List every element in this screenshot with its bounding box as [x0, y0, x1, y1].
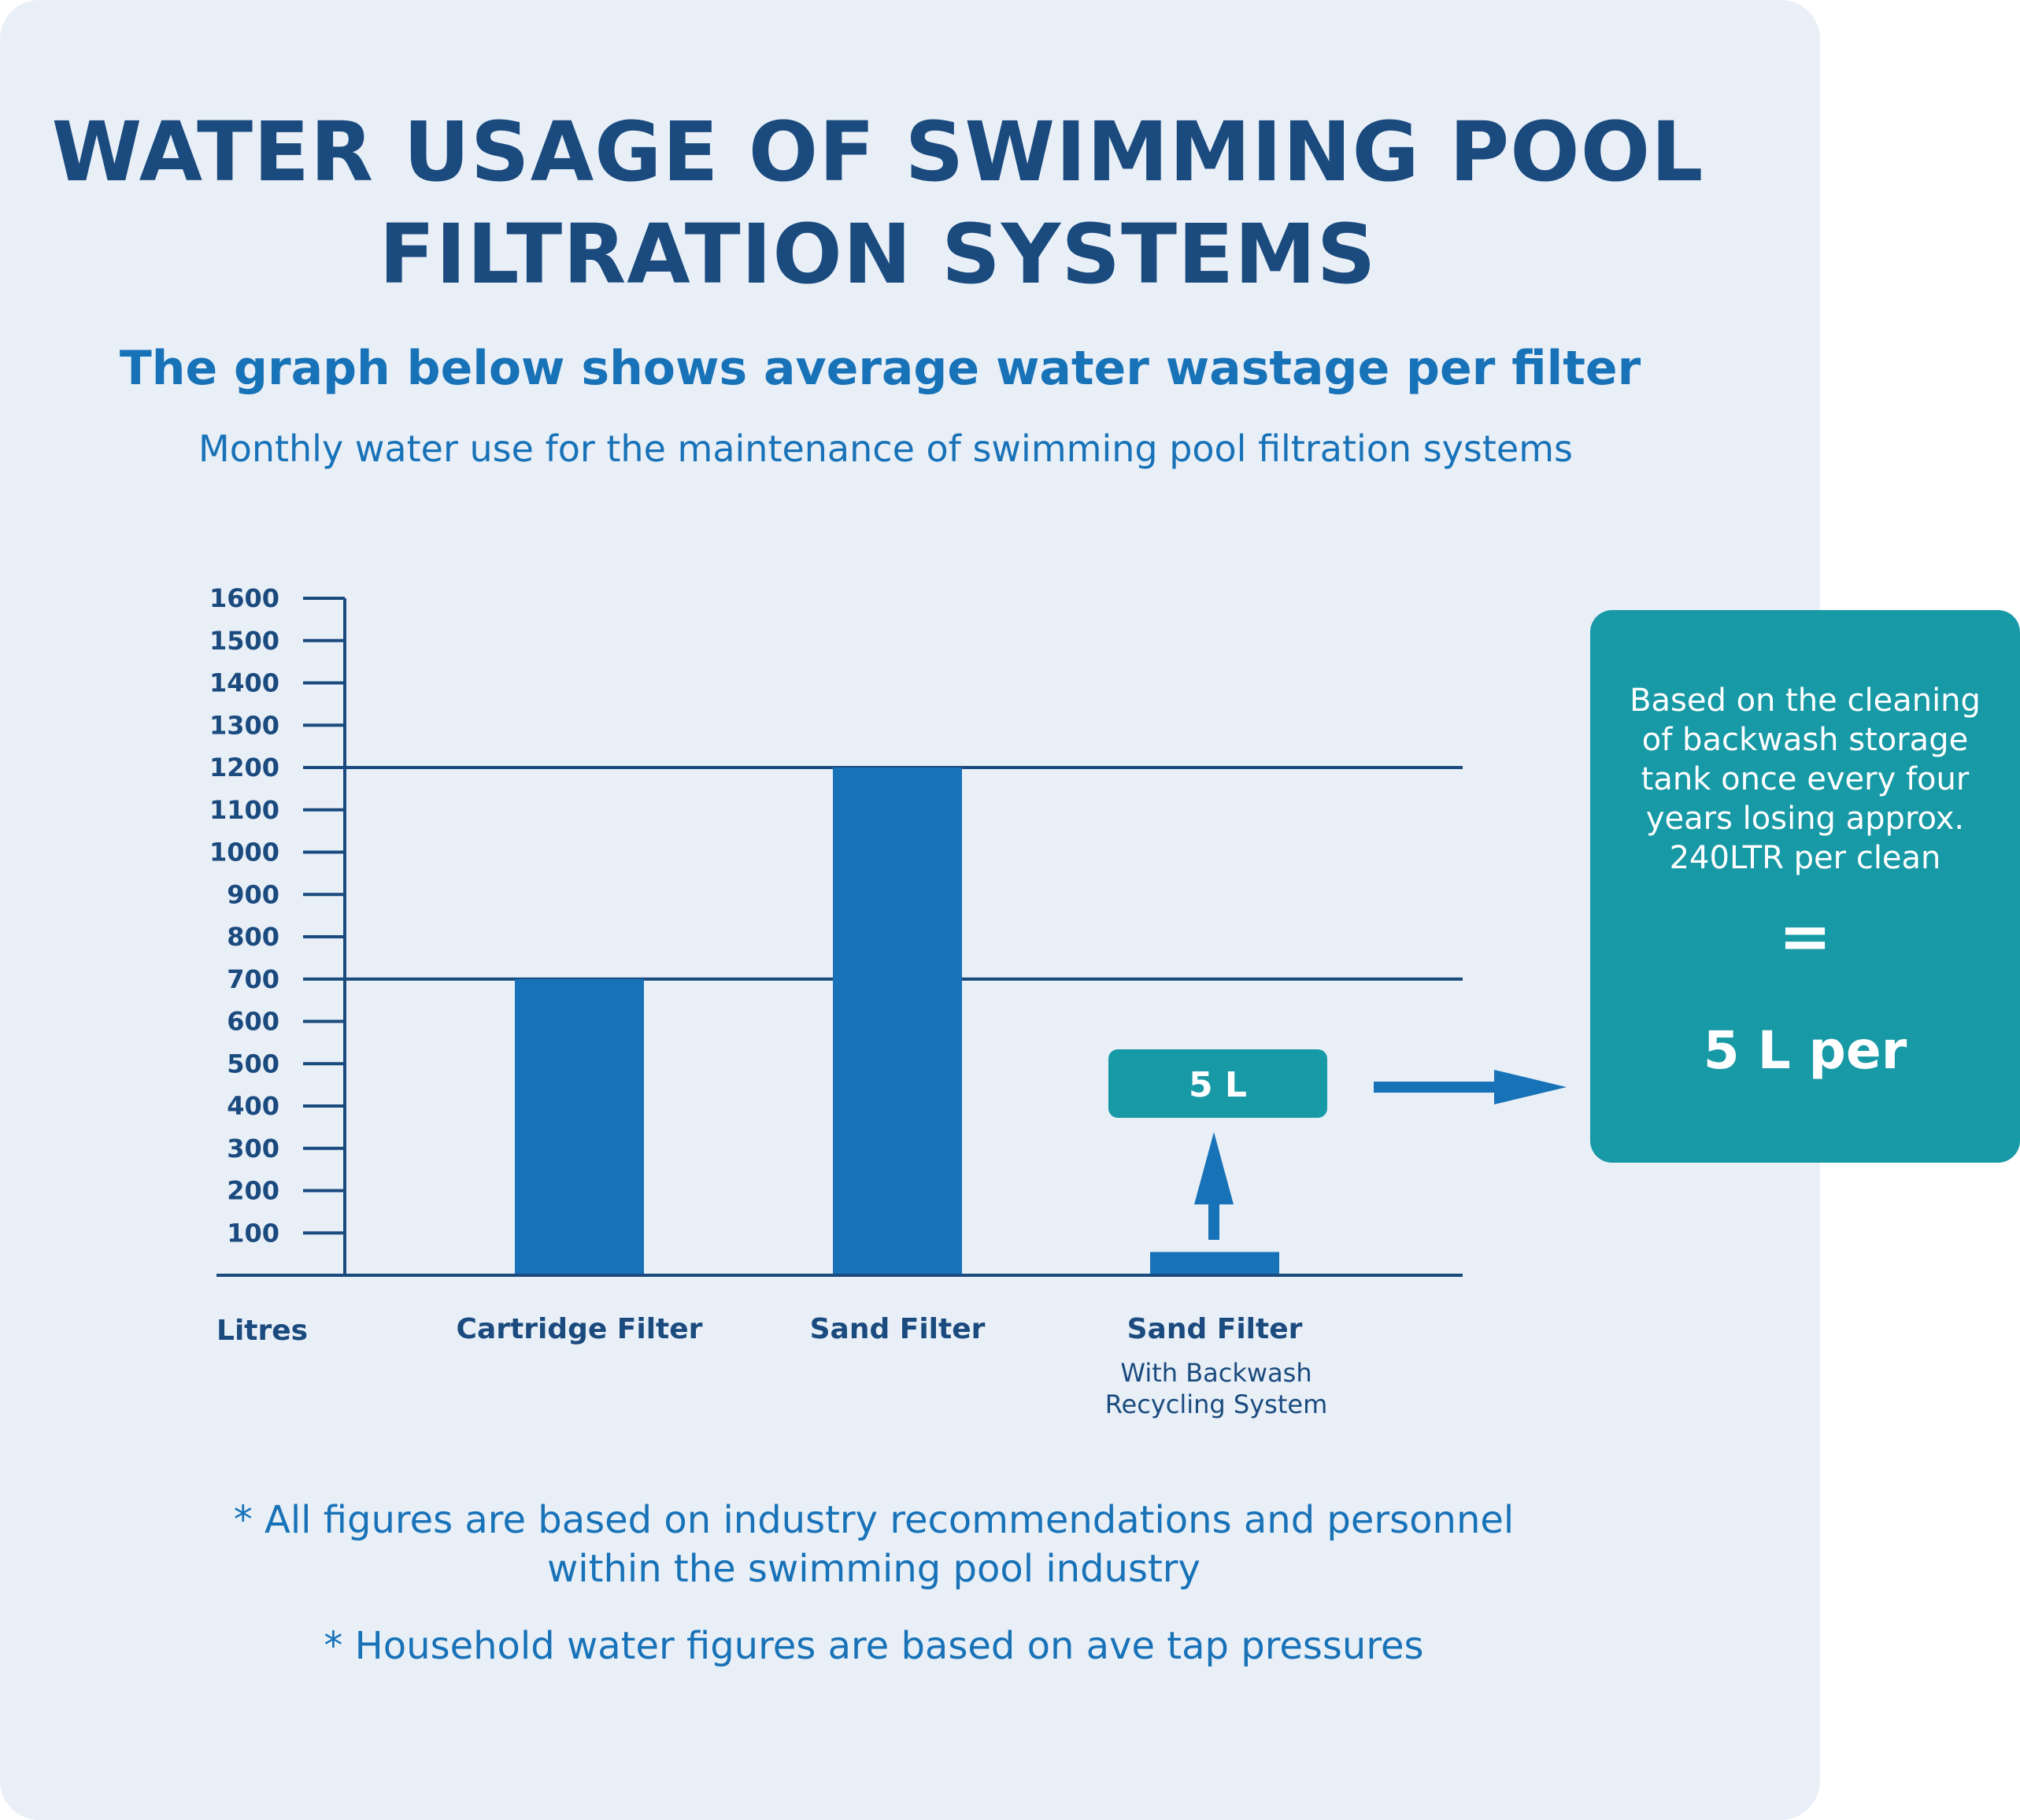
footnote-2: * Household water figures are based on a… — [324, 1624, 1424, 1668]
y-tick-label: 1500 — [209, 626, 279, 656]
note-line: years losing approx. — [1645, 801, 1965, 837]
right-arrow-shaft — [1374, 1082, 1500, 1093]
callout-badge — [1108, 1049, 1327, 1118]
y-tick-label: 200 — [227, 1176, 279, 1206]
title-line-2: FILTRATION SYSTEMS — [379, 206, 1377, 302]
callout-label: 5 L — [1189, 1065, 1247, 1105]
bar — [833, 768, 962, 1275]
y-tick-label: 1400 — [209, 668, 279, 698]
y-tick-label: 1000 — [209, 838, 279, 867]
y-tick-label: 1100 — [209, 795, 279, 825]
chart-caption: Monthly water use for the maintenance of… — [198, 427, 1573, 470]
note-box: Based on the cleaning of backwash storag… — [1590, 610, 2020, 1163]
category-label: Sand Filter — [810, 1313, 986, 1345]
y-axis-label: Litres — [216, 1315, 308, 1347]
note-equals: = — [1778, 900, 1832, 973]
footnote-1-line-2: within the swimming pool industry — [547, 1547, 1201, 1591]
up-arrow-head — [1194, 1132, 1234, 1204]
note-line: of backwash storage — [1641, 722, 1969, 758]
note-line: 240LTR per clean — [1669, 840, 1941, 876]
y-tick-label: 300 — [227, 1134, 279, 1163]
category-label: Sand Filter — [1127, 1313, 1303, 1345]
y-tick-label: 900 — [227, 879, 279, 909]
note-text: Based on the cleaning of backwash storag… — [1606, 681, 2004, 878]
y-tick-label: 1300 — [209, 710, 279, 740]
note-value: 5 L per — [1703, 1020, 1907, 1081]
y-tick-label: 1600 — [209, 583, 279, 613]
note-line: tank once every four — [1641, 761, 1970, 797]
bar — [1150, 1252, 1279, 1275]
title-line-1: WATER USAGE OF SWIMMING POOL — [51, 104, 1704, 200]
y-tick-label: 700 — [227, 964, 279, 994]
y-tick-label: 600 — [227, 1007, 279, 1037]
footnote-1-line-1: * All figures are based on industry reco… — [233, 1498, 1515, 1542]
bar — [515, 978, 644, 1275]
y-tick-label: 500 — [227, 1049, 279, 1078]
chart-subtitle: The graph below shows average water wast… — [119, 341, 1641, 396]
y-tick-label: 400 — [227, 1091, 279, 1121]
y-tick-label: 1200 — [209, 753, 279, 782]
y-tick-label: 100 — [227, 1218, 279, 1248]
footnote-1: * All figures are based on industry reco… — [0, 1496, 1748, 1593]
page-title: WATER USAGE OF SWIMMING POOL FILTRATION … — [0, 101, 1755, 305]
category-label: Cartridge Filter — [457, 1313, 703, 1345]
note-line: Based on the cleaning — [1630, 682, 1981, 719]
y-tick-label: 800 — [227, 922, 279, 952]
category-sublabel: Recycling System — [1105, 1389, 1327, 1419]
right-arrow-head — [1494, 1070, 1567, 1104]
category-sublabel: With Backwash — [1120, 1358, 1312, 1388]
